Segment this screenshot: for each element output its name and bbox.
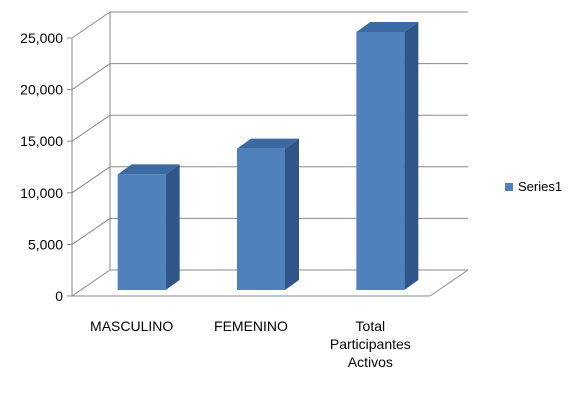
x-tick-label: Total xyxy=(356,318,386,334)
bar xyxy=(117,174,166,290)
x-tick-label: MASCULINO xyxy=(90,318,173,334)
bar-top xyxy=(356,22,419,32)
y-tick-label: 0 xyxy=(55,288,63,304)
y-tick-label: 10,000 xyxy=(20,185,63,201)
x-tick-label: Activos xyxy=(348,354,393,370)
y-tick-label: 5,000 xyxy=(28,236,63,252)
gridline-side xyxy=(71,63,111,91)
gridline-side xyxy=(71,269,111,297)
bar-top xyxy=(237,138,299,149)
x-tick-label: FEMENINO xyxy=(214,318,288,334)
legend: Series1 xyxy=(505,179,562,194)
y-tick-label: 15,000 xyxy=(20,133,63,149)
bar-side xyxy=(404,22,419,290)
legend-label: Series1 xyxy=(518,179,563,194)
gridline-side xyxy=(71,217,111,245)
bar-side xyxy=(165,164,180,290)
bar xyxy=(237,148,285,290)
legend-swatch xyxy=(505,182,513,191)
gridline-side xyxy=(71,166,111,194)
floor-edge xyxy=(429,269,469,297)
y-tick-label: 25,000 xyxy=(20,30,63,46)
gridline-side xyxy=(71,114,111,142)
bar-side xyxy=(285,138,299,290)
bar-top xyxy=(117,164,180,175)
y-tick-label: 20,000 xyxy=(20,82,63,98)
x-tick-label: Participantes xyxy=(330,336,411,352)
gridline-side xyxy=(71,11,111,39)
bar xyxy=(356,32,405,290)
